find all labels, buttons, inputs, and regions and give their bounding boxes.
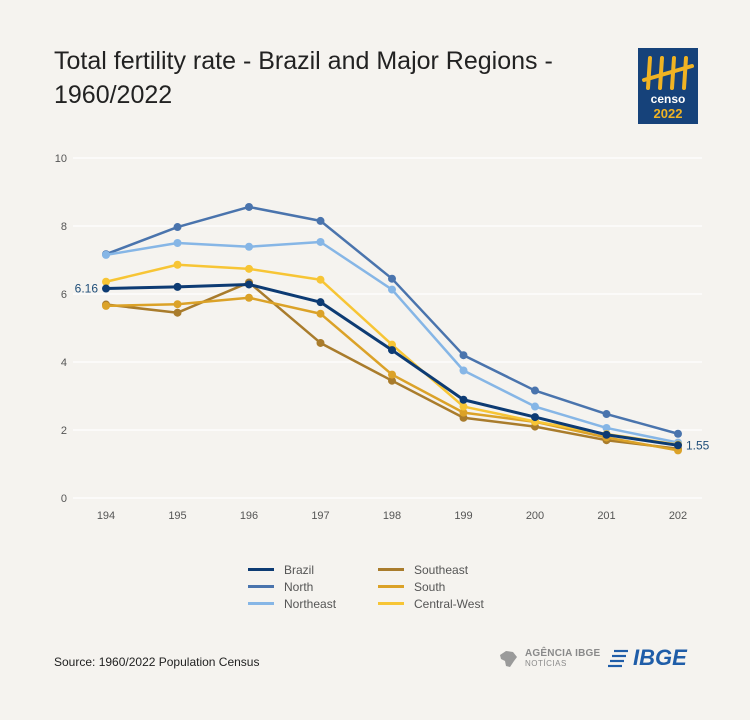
x-tick-label: 198 (383, 510, 401, 522)
data-point-south (459, 408, 468, 417)
legend-item-northeast: Northeast (248, 595, 336, 612)
data-point-brazil (531, 413, 539, 422)
x-axis-ticks: 194 195 196 197 198 199 200 201 202 (97, 510, 687, 522)
legend-label: South (414, 579, 446, 594)
censo-2022-logo: censo 2022 (638, 48, 698, 124)
data-point-north (173, 223, 182, 232)
data-point-central-west (173, 260, 182, 269)
data-point-north (602, 410, 611, 419)
legend-label: Northeast (284, 596, 337, 611)
logo-censo-text: censo (651, 92, 686, 106)
brazil-map-icon (500, 651, 517, 667)
series-southeast (102, 278, 682, 453)
data-point-central-west (102, 277, 110, 286)
data-point-south (102, 301, 110, 310)
ibge-logo: IBGE (608, 644, 687, 672)
data-point-northeast (531, 402, 539, 411)
data-point-southeast (388, 376, 396, 385)
x-tick-label: 201 (597, 510, 615, 522)
data-point-brazil (602, 430, 611, 439)
grid-lines (73, 157, 702, 499)
y-tick-label: 8 (61, 221, 67, 233)
legend-swatch (248, 568, 274, 571)
data-label: 1.55 (686, 438, 710, 452)
legend-swatch (378, 568, 404, 571)
data-point-north (531, 386, 539, 395)
data-point-central-west (459, 402, 468, 411)
legend-label: Brazil (284, 562, 315, 577)
data-point-south (173, 300, 182, 309)
y-tick-label: 0 (61, 493, 67, 505)
data-point-north (459, 351, 468, 360)
legend-swatch (378, 585, 404, 588)
censo-tally-icon: censo 2022 (642, 56, 694, 121)
ibge-stripes-icon (608, 649, 628, 668)
data-label: 6.16 (75, 282, 99, 296)
data-point-northeast (102, 250, 110, 259)
data-point-north (316, 216, 325, 225)
annotations: 6.16 1.55 (75, 282, 710, 453)
series-lines (102, 202, 682, 455)
agencia-title: AGÊNCIA IBGE (525, 648, 601, 659)
data-point-brazil (388, 346, 396, 355)
data-point-northeast (173, 239, 182, 247)
legend-item-north: North (248, 578, 313, 595)
legend-swatch (378, 602, 404, 605)
data-point-south (316, 309, 325, 318)
data-point-brazil (245, 280, 253, 289)
logo-year-text: 2022 (654, 106, 683, 121)
source-note: Source: 1960/2022 Population Census (54, 655, 260, 669)
data-point-southeast (316, 338, 325, 347)
page-title: Total fertility rate - Brazil and Major … (54, 47, 553, 109)
ibge-wordmark: IBGE (633, 645, 687, 670)
fertility-line-chart: 0 2 4 6 8 10 194 195 196 197 198 199 200 201 202 6.16… (55, 153, 710, 522)
legend-item-brazil: Brazil (248, 561, 314, 578)
data-point-north (388, 274, 396, 283)
data-point-north (245, 202, 253, 211)
x-tick-label: 197 (311, 510, 329, 522)
x-tick-label: 202 (669, 510, 687, 522)
series-line-north (105, 205, 679, 435)
y-axis-ticks: 0 2 4 6 8 10 (55, 153, 67, 505)
series-line-brazil (105, 282, 679, 447)
legend-swatch (248, 602, 274, 605)
data-point-northeast (316, 237, 325, 246)
y-tick-label: 2 (61, 425, 67, 437)
data-point-brazil (102, 284, 110, 293)
data-point-northeast (245, 242, 253, 251)
series-brazil (102, 280, 682, 450)
data-point-brazil (674, 441, 682, 450)
legend-label: Southeast (414, 562, 469, 577)
x-tick-label: 195 (168, 510, 186, 522)
legend-item-central-west: Central-West (378, 595, 484, 612)
series-north (102, 202, 682, 438)
data-point-southeast (173, 308, 182, 317)
data-point-northeast (388, 285, 396, 294)
legend-label: Central-West (414, 596, 484, 611)
x-tick-label: 199 (454, 510, 472, 522)
data-point-south (245, 293, 253, 302)
chart-legend: Brazil North Northeast Southeast South Centra… (248, 561, 548, 613)
x-tick-label: 194 (97, 510, 115, 522)
legend-item-southeast: Southeast (378, 561, 468, 578)
data-point-brazil (316, 298, 325, 307)
data-point-south (388, 370, 396, 379)
legend-swatch (248, 585, 274, 588)
agencia-ibge-logo: AGÊNCIA IBGE NOTÍCIAS (497, 647, 600, 671)
y-tick-label: 6 (61, 289, 67, 301)
agencia-subtitle: NOTÍCIAS (525, 659, 567, 668)
data-point-brazil (459, 395, 468, 404)
data-point-brazil (173, 282, 182, 291)
data-point-northeast (602, 423, 611, 432)
x-tick-label: 200 (526, 510, 544, 522)
data-point-central-west (245, 264, 253, 273)
data-point-northeast (459, 366, 468, 375)
data-point-central-west (316, 275, 325, 284)
legend-label: North (284, 579, 314, 594)
x-tick-label: 196 (240, 510, 258, 522)
y-tick-label: 10 (55, 153, 67, 165)
legend-item-south: South (378, 578, 445, 595)
data-point-north (674, 429, 682, 438)
y-tick-label: 4 (61, 357, 67, 369)
